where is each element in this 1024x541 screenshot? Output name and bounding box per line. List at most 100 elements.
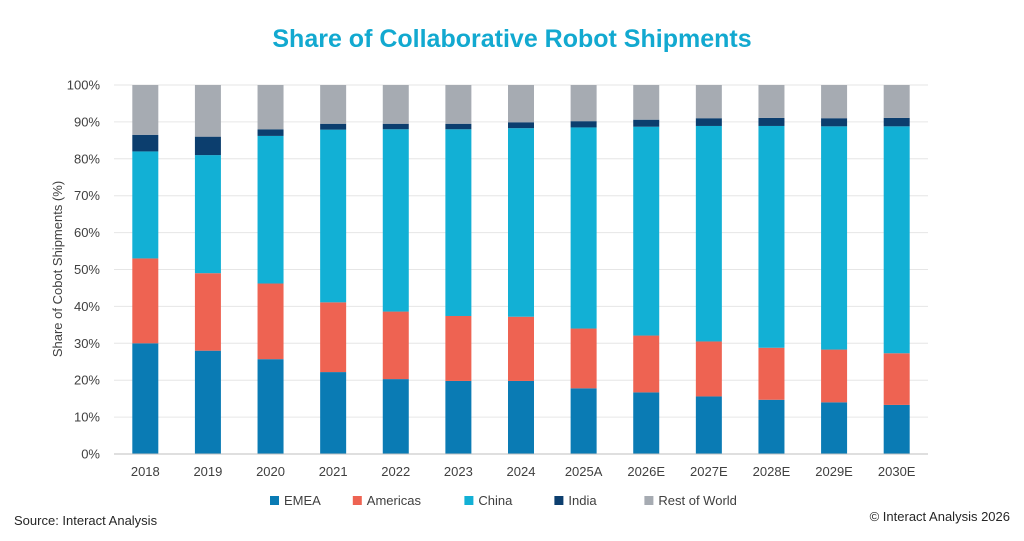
bar-segment-rest-of-world [320,85,347,124]
bar-segment-india [508,122,534,129]
bar-segment-rest-of-world [257,85,284,130]
y-tick-label: 90% [74,114,100,129]
bar-segment-india [570,121,597,128]
bar-segment-china [570,127,597,329]
x-tick-label: 2025A [565,464,603,479]
bar-segment-india [257,129,284,136]
bar-segment-china [257,135,284,284]
bar-segment-india [758,117,785,126]
x-tick-label: 2028E [753,464,791,479]
bar-segment-americas [257,283,284,360]
bar-segment-americas [194,273,221,351]
bars [132,85,910,454]
legend-swatch [270,496,279,505]
bar-segment-china [883,126,910,354]
y-tick-label: 10% [74,410,100,425]
bar-segment-emea [821,402,848,454]
bar-segment-emea [382,379,409,454]
x-tick-label: 2030E [878,464,916,479]
bar-segment-americas [508,316,534,381]
y-tick-label: 40% [74,299,100,314]
bar-segment-rest-of-world [821,85,848,119]
y-tick-label: 20% [74,373,100,388]
bar-segment-rest-of-world [695,85,722,119]
x-tick-label: 2023 [444,464,473,479]
bar-segment-china [508,128,534,317]
legend-swatch [464,496,474,505]
chart-title: Share of Collaborative Robot Shipments [272,25,751,53]
x-tick-label: 2022 [381,464,410,479]
bar-segment-emea [320,372,347,454]
y-tick-label: 0% [81,447,100,462]
bar-segment-emea [758,399,785,454]
bar-segment-india [194,136,221,156]
bar-segment-india [883,117,910,127]
bar-segment-india [633,119,660,127]
y-tick-label: 80% [74,151,100,166]
legend-label: EMEA [284,493,321,508]
x-tick-label: 2021 [319,464,348,479]
bar-segment-rest-of-world [382,85,409,124]
bar-segment-emea [633,392,660,454]
bar-segment-americas [758,347,785,400]
bar-segment-rest-of-world [194,85,221,137]
bar-segment-emea [257,359,284,454]
copyright-note: © Interact Analysis 2026 [870,509,1010,524]
bar-segment-india [445,123,472,130]
bar-segment-emea [445,380,472,454]
bar-segment-china [633,126,660,336]
x-tick-label: 2019 [193,464,222,479]
y-axis-title: Share of Cobot Shipments (%) [50,181,65,357]
bar-segment-americas [695,341,722,397]
bar-segment-rest-of-world [633,85,660,120]
bar-segment-rest-of-world [508,85,534,123]
legend-swatch [644,496,654,505]
x-tick-label: 2020 [256,464,285,479]
bar-segment-americas [633,335,660,393]
bar-segment-emea [883,404,910,454]
y-tick-label: 50% [74,262,100,277]
bar-segment-americas [570,328,597,389]
x-tick-label: 2024 [507,464,536,479]
legend-label: China [478,493,513,508]
bar-segment-china [132,151,159,259]
y-tick-label: 30% [74,336,100,351]
bar-segment-china [821,126,848,350]
bar-segment-rest-of-world [883,85,910,118]
x-axis-ticks: 2018 2019 2020 2021 2022 2023 2024 2025A 2026E 20… [131,464,916,479]
legend-label: Rest of World [658,493,737,508]
legend-swatch [352,496,362,505]
bar-segment-india [382,123,409,130]
y-tick-label: 70% [74,188,100,203]
bar-segment-emea [570,388,597,454]
bar-segment-china [382,129,409,312]
x-tick-label: 2018 [131,464,160,479]
x-tick-label: 2027E [690,464,728,479]
bar-segment-china [194,155,221,274]
bar-segment-emea [194,350,221,454]
bar-segment-americas [132,258,159,344]
bar-segment-rest-of-world [570,85,597,122]
bar-segment-emea [508,380,534,454]
legend-label: Americas [367,493,422,508]
legend-label: India [568,493,597,508]
bar-segment-rest-of-world [132,85,159,135]
bar-segment-americas [382,311,409,380]
bar-segment-americas [445,315,472,381]
y-tick-label: 100% [67,78,101,93]
x-tick-label: 2026E [627,464,665,479]
bar-segment-china [695,125,722,342]
bar-segment-india [132,134,159,152]
source-note: Source: Interact Analysis [14,513,158,528]
x-tick-label: 2029E [815,464,853,479]
y-axis-ticks: 0% 10% 20% 30% 40% 50% 60% 70% 80% 90% 100% [67,78,101,462]
bar-segment-americas [883,353,910,405]
bar-segment-china [445,129,472,316]
bar-segment-rest-of-world [758,85,785,118]
bar-segment-india [320,123,347,130]
legend-swatch [554,496,564,505]
bar-segment-americas [320,302,347,373]
y-tick-label: 60% [74,225,100,240]
bar-segment-americas [821,349,848,403]
